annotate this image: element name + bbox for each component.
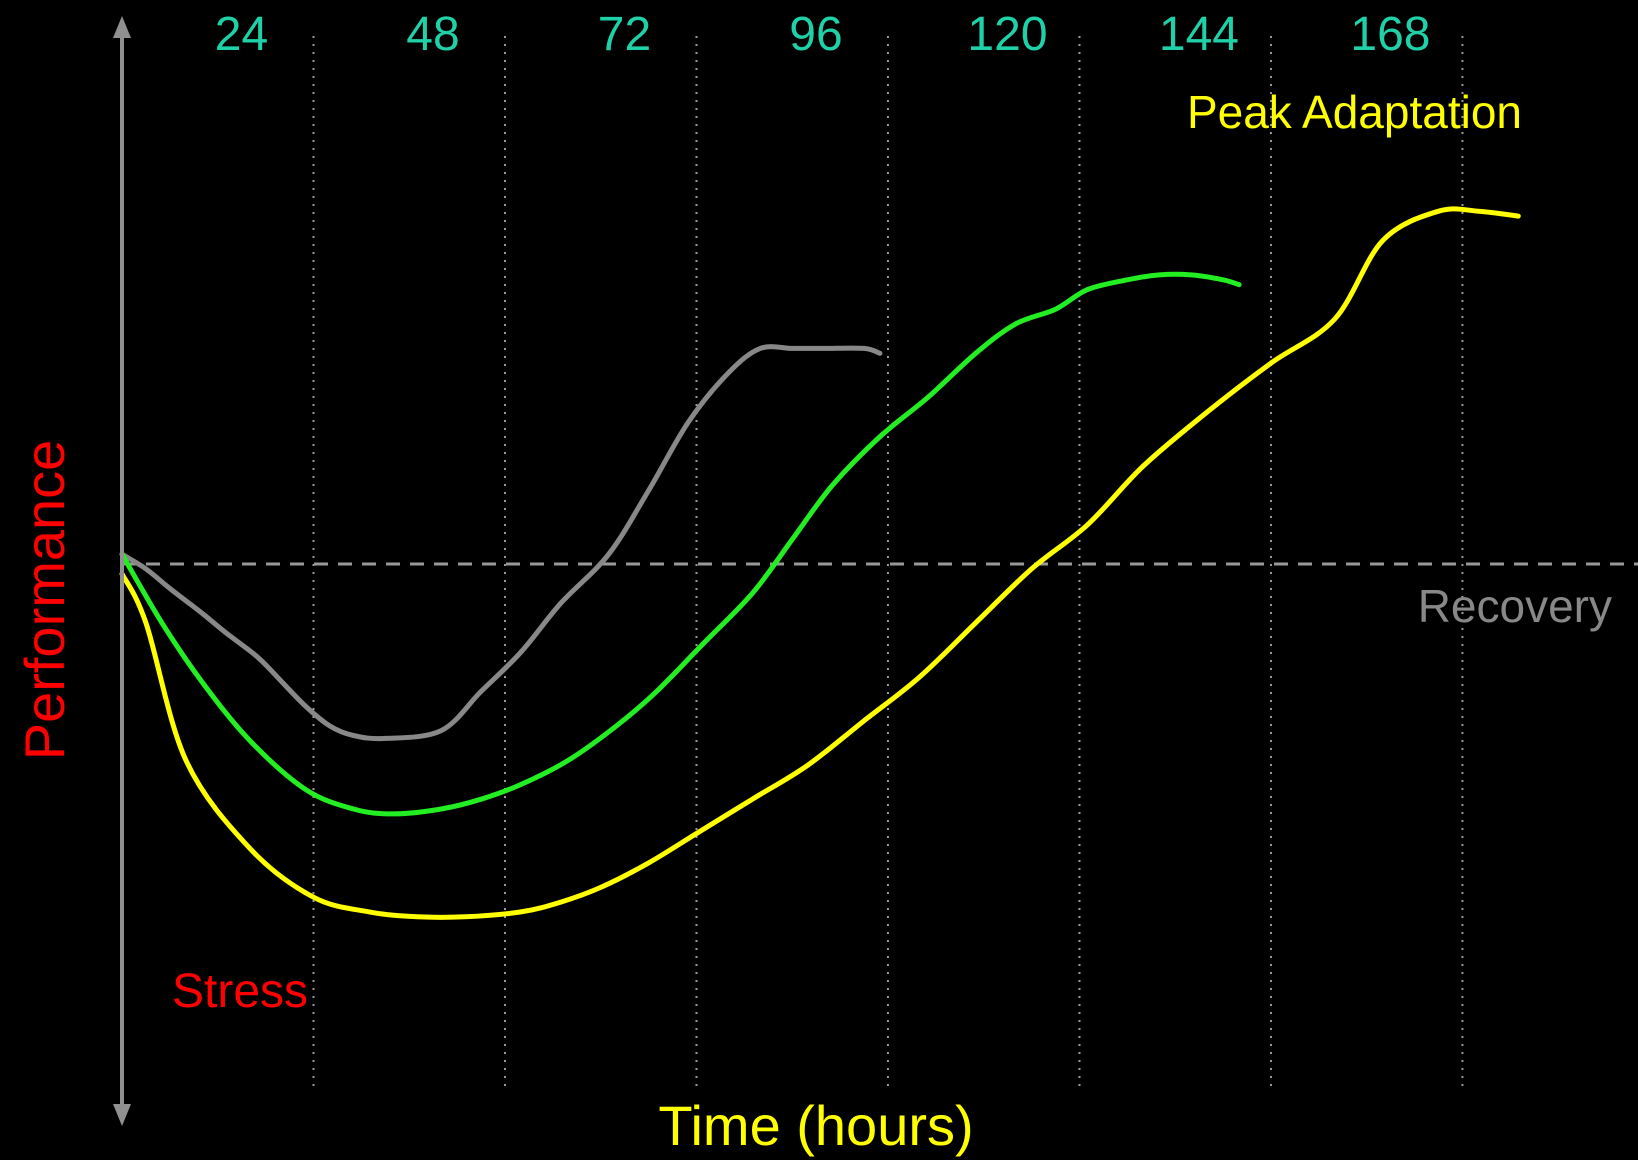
y-axis-arrow-up	[113, 16, 131, 38]
series-line-3	[119, 206, 1521, 920]
x-tick-label: 168	[1350, 8, 1430, 61]
peak-adaptation-annotation: Peak Adaptation	[1187, 86, 1522, 138]
y-axis-label: Performance	[13, 440, 76, 761]
x-axis-label: Time (hours)	[658, 1094, 973, 1157]
x-tick-label: 144	[1159, 8, 1239, 61]
recovery-annotation: Recovery	[1418, 580, 1612, 632]
y-axis-arrow-down	[113, 1104, 131, 1126]
x-tick-label: 96	[789, 8, 842, 61]
grid-lines	[312, 36, 1464, 1088]
x-tick-labels: 24 48 72 96 120 144 168	[215, 8, 1431, 61]
x-tick-label: 120	[967, 8, 1047, 61]
x-tick-label: 24	[215, 8, 268, 61]
stress-annotation: Stress	[172, 965, 308, 1018]
x-tick-label: 48	[406, 8, 459, 61]
series-group	[119, 206, 1521, 920]
series-line-2	[119, 271, 1242, 817]
series-line-1	[119, 344, 883, 742]
x-tick-label: 72	[598, 8, 651, 61]
y-axis	[113, 16, 131, 1126]
